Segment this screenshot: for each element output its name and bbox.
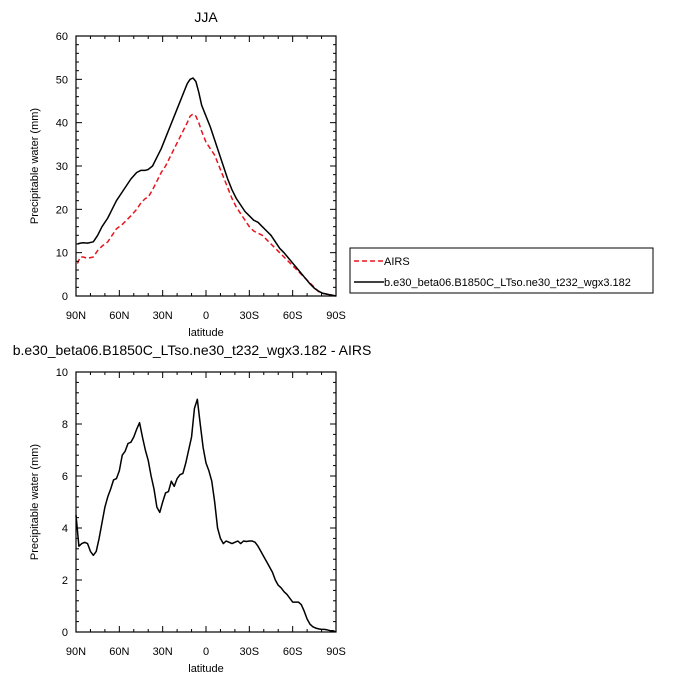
y-tick-label: 2 bbox=[62, 575, 68, 587]
x-tick-label: 30N bbox=[153, 310, 173, 322]
chart-title: b.e30_beta06.B1850C_LTso.ne30_t232_wgx3.… bbox=[13, 342, 372, 358]
plot-area-top: 0 10 20 30 40 50 60 90N 60N 30N 0 30S 60S 90S bbox=[56, 31, 346, 322]
y-axis-label: Precipitable water (mm) bbox=[29, 108, 41, 224]
y-tick-label: 60 bbox=[56, 31, 68, 43]
legend-label-airs: AIRS bbox=[384, 256, 410, 268]
plot-frame bbox=[75, 371, 337, 633]
y-tick-label: 0 bbox=[62, 627, 68, 639]
plot-area-bottom: 0 2 4 6 8 10 90N 60N 30N 0 30S 60S 90S bbox=[56, 367, 346, 658]
x-tick-label: 60N bbox=[109, 310, 129, 322]
y-axis-label: Precipitable water (mm) bbox=[29, 444, 41, 560]
y-tick-label: 10 bbox=[56, 248, 68, 260]
x-axis-label: latitude bbox=[188, 663, 223, 675]
legend: AIRS b.e30_beta06.B1850C_LTso.ne30_t232_… bbox=[349, 247, 654, 294]
panel-top-jja: JJA 0 10 20 30 40 50 60 90N 60N 30N 0 30S 60S 90S lat… bbox=[29, 9, 654, 339]
x-axis-label: latitude bbox=[188, 327, 223, 339]
y-tick-label: 20 bbox=[56, 204, 68, 216]
x-tick-label: 90S bbox=[326, 646, 346, 658]
x-tick-label: 30N bbox=[153, 646, 173, 658]
panel-bottom-difference: b.e30_beta06.B1850C_LTso.ne30_t232_wgx3.… bbox=[13, 342, 372, 675]
series-line-1 bbox=[77, 77, 337, 297]
y-tick-label: 30 bbox=[56, 161, 68, 173]
x-tick-label: 0 bbox=[203, 646, 209, 658]
y-tick-label: 50 bbox=[56, 74, 68, 86]
y-tick-label: 6 bbox=[62, 471, 68, 483]
series-line-0 bbox=[76, 113, 337, 297]
y-tick-label: 4 bbox=[62, 523, 68, 535]
x-tick-label: 90N bbox=[66, 646, 86, 658]
x-tick-label: 60S bbox=[283, 646, 303, 658]
y-tick-label: 8 bbox=[62, 419, 68, 431]
plot-frame bbox=[75, 35, 337, 297]
x-tick-label: 0 bbox=[203, 310, 209, 322]
x-tick-label: 30S bbox=[240, 646, 260, 658]
y-tick-label: 40 bbox=[56, 118, 68, 130]
y-tick-label: 10 bbox=[56, 367, 68, 379]
legend-label-model: b.e30_beta06.B1850C_LTso.ne30_t232_wgx3.… bbox=[384, 277, 631, 289]
legend-box bbox=[349, 247, 654, 294]
chart-title: JJA bbox=[194, 9, 218, 25]
x-tick-label: 30S bbox=[240, 310, 260, 322]
x-tick-label: 90N bbox=[66, 310, 86, 322]
x-tick-label: 60S bbox=[283, 310, 303, 322]
series-line-0 bbox=[75, 398, 337, 633]
x-tick-label: 60N bbox=[109, 646, 129, 658]
x-tick-label: 90S bbox=[326, 310, 346, 322]
y-tick-label: 0 bbox=[62, 291, 68, 303]
